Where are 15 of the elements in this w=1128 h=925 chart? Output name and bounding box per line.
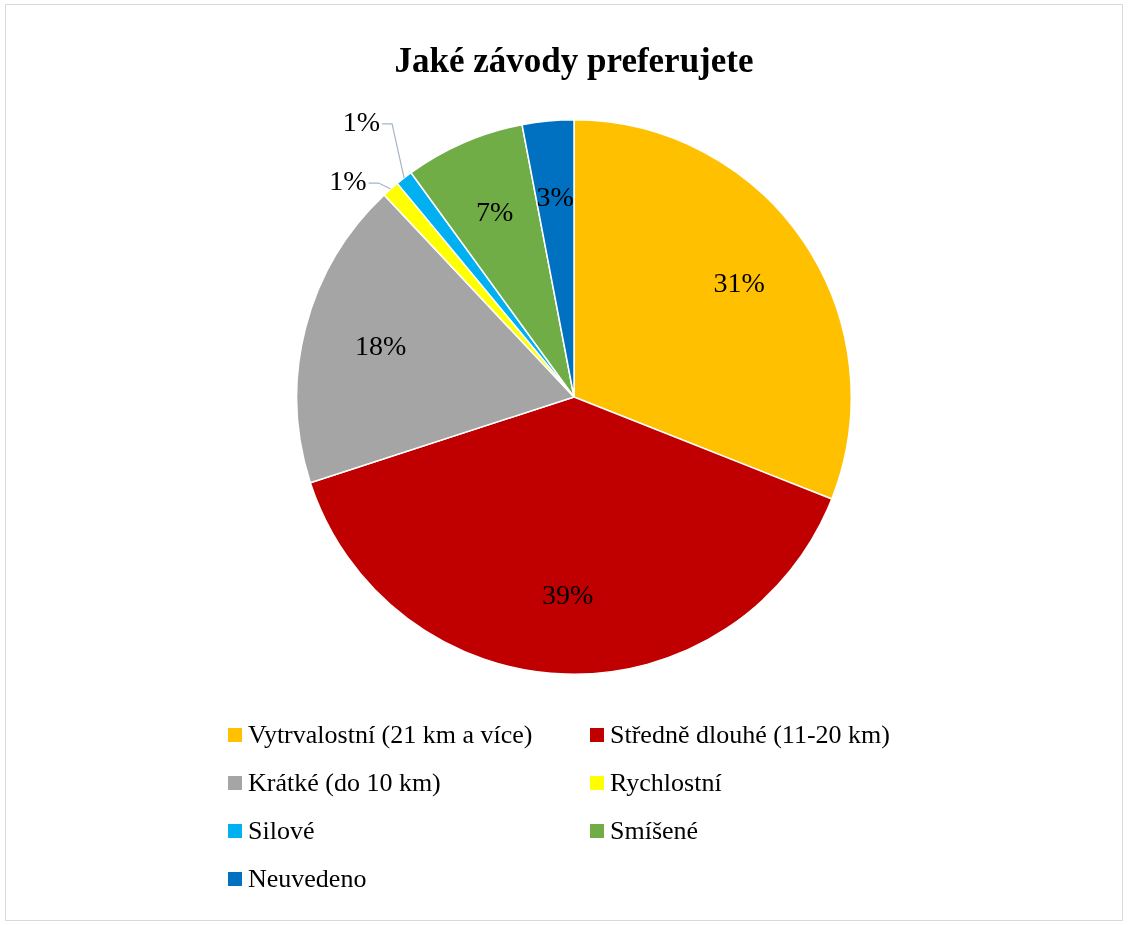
data-label: 39%	[542, 578, 594, 610]
data-label: 31%	[713, 267, 765, 299]
legend-label: Krátké (do 10 km)	[248, 768, 441, 798]
legend-label: Středně dlouhé (11-20 km)	[610, 720, 890, 750]
chart-title: Jaké závody preferujete	[394, 41, 754, 81]
data-label: 3%	[536, 180, 574, 212]
legend-label: Silové	[248, 816, 315, 846]
data-label: 7%	[476, 196, 514, 228]
legend-label: Rychlostní	[610, 768, 722, 798]
data-label: 18%	[354, 329, 407, 361]
legend-label: Smíšené	[610, 816, 699, 846]
legend-label: Neuvedeno	[248, 864, 367, 894]
data-label: 1%	[342, 106, 381, 138]
data-label: 1%	[329, 165, 367, 197]
legend-label: Vytrvalostní (21 km a více)	[248, 720, 533, 750]
